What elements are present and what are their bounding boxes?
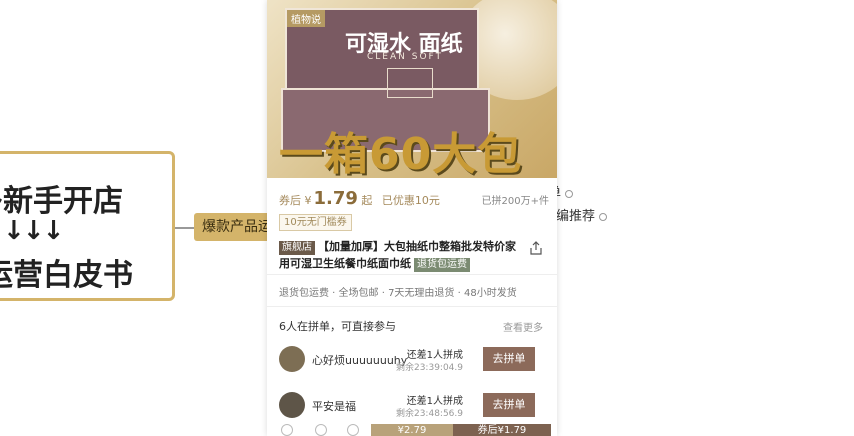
mindmap-root-line2: 运营白皮书 [0,258,133,293]
collapse-dot-icon [565,189,574,198]
tissue-package-stack [281,88,490,152]
package-label-box [387,68,433,98]
mindmap-connector [175,227,195,229]
saved-amount: 已优惠10元 [381,194,440,207]
store-icon[interactable] [281,424,293,436]
time-remaining: 剩余23:39:04.9 [395,363,463,373]
package-subtitle: CLEAN SOFT [367,52,444,62]
divider [267,306,557,307]
mindmap-root-node[interactable]: 多新手开店 ↓↓↓ 运营白皮书 [0,151,175,301]
bottom-action-bar: ¥2.79 券后¥1.79 [267,424,557,436]
join-group-button[interactable]: 去拼单 [483,393,535,417]
members-needed: 还差1人拼成 [406,396,463,407]
product-page: 植物说 可湿水 面纸 CLEAN SOFT 一箱60大包 券后 ¥1.79 起 … [267,0,557,436]
favorite-icon[interactable] [315,424,327,436]
price-row: 券后 ¥1.79 起 已优惠10元 已拼200万+件 [279,188,549,210]
service-guarantees[interactable]: 退货包运费 · 全场包邮 · 7天无理由退货 · 48小时发货 [279,288,517,299]
price-suffix: 起 [361,194,373,207]
price-label: 券后 [279,194,301,207]
member-name: 心好烦uuuuuuuhy [312,354,408,367]
group-buy-button[interactable]: 券后¥1.79 [453,424,551,436]
join-group-button[interactable]: 去拼单 [483,347,535,371]
avatar [279,392,305,418]
single-buy-button[interactable]: ¥2.79 [371,424,453,436]
mindmap-root-line1: 多新手开店 [0,184,123,219]
mindmap-side-node-2-label: 编推荐 [556,209,596,224]
price-value: 1.79 [313,188,358,209]
members-needed: 还差1人拼成 [406,350,463,361]
group-member-row: 心好烦uuuuuuuhy 还差1人拼成 剩余23:39:04.9 去拼单 [279,346,545,380]
time-remaining: 剩余23:48:56.9 [395,409,463,419]
member-name: 平安是福 [312,400,356,413]
coupon-badge[interactable]: 10元无门槛券 [279,214,352,231]
group-buy-heading: 6人在拼单，可直接参与 [279,320,396,333]
view-more-link[interactable]: 查看更多 [503,323,543,334]
mindmap-root-arrows: ↓↓↓ [3,216,64,246]
brand-badge: 植物说 [287,10,325,27]
chat-icon[interactable] [347,424,359,436]
product-title-text: 【加量加厚】大包抽纸巾整箱批发特价家用可湿卫生纸餐巾纸面巾纸 [279,240,516,270]
price-symbol: ¥ [304,194,312,207]
sold-count: 已拼200万+件 [481,196,549,207]
mindmap-side-node-2[interactable]: 编推荐 [556,205,608,224]
hero-slogan: 一箱60大包 [279,129,523,178]
group-member-row: 平安是福 还差1人拼成 剩余23:48:56.9 去拼单 [279,392,545,426]
product-title: 旗舰店 【加量加厚】大包抽纸巾整箱批发特价家用可湿卫生纸餐巾纸面巾纸 退货包运费 [279,238,519,272]
collapse-dot-icon [599,212,608,221]
return-insurance-tag: 退货包运费 [414,258,470,272]
avatar [279,346,305,372]
divider [267,274,557,275]
product-hero-image[interactable]: 植物说 可湿水 面纸 CLEAN SOFT 一箱60大包 [267,0,557,178]
share-icon[interactable] [529,241,543,255]
flagship-tag: 旗舰店 [279,241,315,255]
package-title: 可湿水 面纸 [345,32,463,57]
